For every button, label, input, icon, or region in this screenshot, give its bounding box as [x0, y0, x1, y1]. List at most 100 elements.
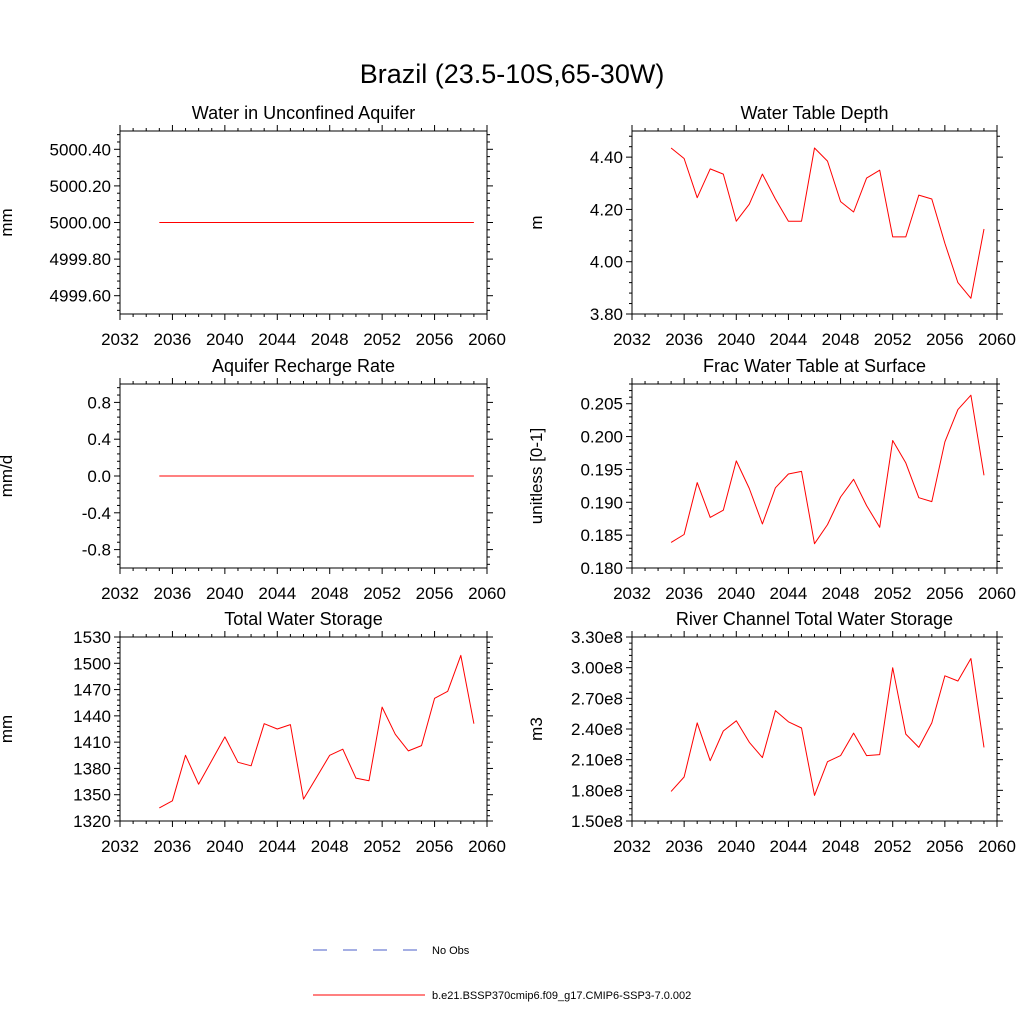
x-tick-label: 2056 [926, 330, 964, 349]
y-tick-label: 5000.20 [50, 177, 111, 196]
x-tick-label: 2060 [468, 837, 506, 856]
x-tick-label: 2032 [101, 584, 139, 603]
y-tick-label: 3.80 [590, 305, 623, 324]
plot-frame [631, 383, 998, 569]
panel-title: Frac Water Table at Surface [703, 356, 926, 376]
x-tick-label: 2056 [926, 837, 964, 856]
panel-aquifer-recharge-rate: Aquifer Recharge Rate mm/d 2032 2036 2040 204… [0, 356, 506, 603]
x-tick-label: 2032 [613, 330, 651, 349]
y-tick-label: 1.80e8 [571, 781, 623, 800]
x-tick-label: 2048 [311, 584, 349, 603]
x-tick-label: 2052 [874, 837, 912, 856]
y-tick-label: 2.70e8 [571, 689, 623, 708]
y-axis-label: unitless [0-1] [527, 428, 546, 524]
x-tick-label: 2060 [468, 330, 506, 349]
y-tick-label: -0.4 [82, 504, 111, 523]
x-tick-label: 2060 [468, 584, 506, 603]
y-tick-label: 1410 [73, 733, 111, 752]
legend: No Obs b.e21.BSSP370cmip6.f09_g17.CMIP6-… [313, 945, 691, 1002]
y-axis-label: mm/d [0, 455, 16, 498]
panel-river-channel-total-water-storage: River Channel Total Water Storage m3 2032 2… [527, 609, 1016, 856]
x-tick-label: 2032 [613, 584, 651, 603]
x-tick-label: 2040 [206, 330, 244, 349]
x-tick-label: 2032 [101, 330, 139, 349]
y-tick-label: 5000.00 [50, 214, 111, 233]
series-line-water-table-depth [670, 147, 985, 299]
y-tick-label: 5000.40 [50, 140, 111, 159]
x-tick-label: 2044 [770, 837, 808, 856]
x-tick-label: 2044 [258, 330, 296, 349]
y-axis-label: mm [0, 715, 16, 743]
x-tick-label: 2056 [416, 330, 454, 349]
y-tick-label: 1.50e8 [571, 812, 623, 831]
panel-water-in-unconfined-aquifer: Water in Unconfined Aquifer mm 2032 2036 204… [0, 103, 506, 349]
x-tick-label: 2032 [101, 837, 139, 856]
x-tick-label: 2044 [258, 837, 296, 856]
y-tick-label: 0.4 [87, 430, 111, 449]
y-tick-label: 4.20 [590, 200, 623, 219]
panel-total-water-storage: Total Water Storage mm 2032 2036 2040 2044 204… [0, 609, 506, 856]
y-tick-label: 0.180 [580, 559, 623, 578]
y-axis-label: m3 [527, 717, 546, 741]
x-tick-label: 2048 [822, 837, 860, 856]
y-tick-label: 0.190 [580, 493, 623, 512]
y-axis-label: m [527, 215, 546, 229]
x-tick-label: 2036 [665, 330, 703, 349]
x-tick-label: 2036 [154, 330, 192, 349]
x-tick-label: 2060 [978, 584, 1016, 603]
y-tick-label: 1440 [73, 707, 111, 726]
y-tick-label: -0.8 [82, 541, 111, 560]
x-tick-label: 2052 [363, 837, 401, 856]
y-tick-label: 3.00e8 [571, 659, 623, 678]
y-axis-label: mm [0, 208, 16, 236]
x-tick-label: 2056 [416, 837, 454, 856]
legend-label-no-obs: No Obs [432, 945, 470, 957]
series-line-total-water-storage [159, 654, 475, 809]
x-tick-label: 2032 [613, 837, 651, 856]
x-tick-label: 2048 [822, 330, 860, 349]
y-tick-label: 1380 [73, 759, 111, 778]
y-tick-label: 0.0 [87, 467, 111, 486]
y-tick-label: 2.10e8 [571, 751, 623, 770]
x-tick-label: 2036 [154, 584, 192, 603]
x-tick-label: 2052 [874, 330, 912, 349]
y-tick-label: 0.8 [87, 393, 111, 412]
x-tick-label: 2036 [665, 837, 703, 856]
x-tick-label: 2060 [978, 837, 1016, 856]
x-tick-label: 2052 [363, 330, 401, 349]
x-tick-label: 2040 [717, 837, 755, 856]
x-tick-label: 2052 [874, 584, 912, 603]
y-tick-label: 1530 [73, 628, 111, 647]
panel-title: Aquifer Recharge Rate [212, 356, 395, 376]
x-tick-label: 2044 [258, 584, 296, 603]
y-tick-label: 4.00 [590, 253, 623, 272]
y-tick-label: 0.200 [580, 428, 623, 447]
x-tick-label: 2040 [717, 330, 755, 349]
series-line-frac-water-table-at-surface [670, 394, 985, 545]
y-tick-label: 0.205 [580, 395, 623, 414]
panel-title: Water Table Depth [740, 103, 888, 123]
y-tick-label: 4999.60 [50, 287, 111, 306]
panel-title: Total Water Storage [224, 609, 382, 629]
x-tick-label: 2044 [770, 330, 808, 349]
panel-title: Water in Unconfined Aquifer [192, 103, 415, 123]
y-tick-label: 2.40e8 [571, 720, 623, 739]
x-tick-label: 2056 [926, 584, 964, 603]
x-tick-label: 2044 [770, 584, 808, 603]
x-tick-label: 2048 [311, 330, 349, 349]
x-tick-label: 2040 [206, 837, 244, 856]
panel-title: River Channel Total Water Storage [676, 609, 953, 629]
panel-frac-water-table-at-surface: Frac Water Table at Surface unitless [0-1… [527, 356, 1016, 603]
y-tick-label: 4999.80 [50, 250, 111, 269]
x-tick-label: 2048 [822, 584, 860, 603]
y-tick-label: 0.185 [580, 526, 623, 545]
panel-water-table-depth: Water Table Depth m 2032 2036 2040 2044 2048 20… [527, 103, 1016, 349]
y-tick-label: 1350 [73, 786, 111, 805]
y-tick-label: 1500 [73, 654, 111, 673]
y-tick-label: 4.40 [590, 148, 623, 167]
x-tick-label: 2060 [978, 330, 1016, 349]
y-tick-label: 1470 [73, 681, 111, 700]
x-tick-label: 2052 [363, 584, 401, 603]
x-tick-label: 2036 [665, 584, 703, 603]
